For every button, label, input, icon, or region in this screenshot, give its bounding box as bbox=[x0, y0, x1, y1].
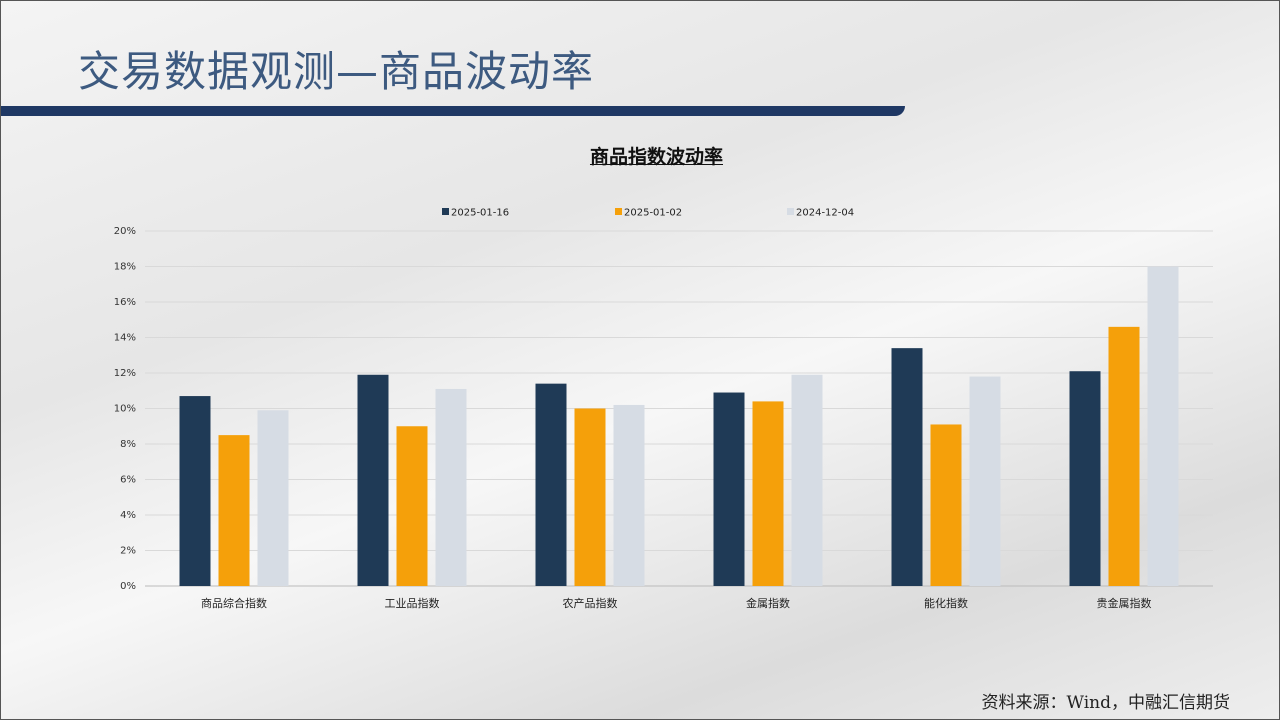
bar-2025-01-16 bbox=[713, 392, 745, 586]
bar-2025-01-16 bbox=[179, 396, 211, 586]
legend-label: 2024-12-04 bbox=[796, 208, 854, 219]
bar-2025-01-02 bbox=[396, 426, 428, 586]
x-tick-label: 商品综合指数 bbox=[201, 596, 267, 610]
y-tick-label: 0% bbox=[120, 581, 136, 592]
bar-2025-01-02 bbox=[574, 408, 606, 586]
x-tick-label: 农产品指数 bbox=[563, 596, 618, 610]
y-tick-label: 8% bbox=[120, 439, 136, 450]
legend-swatch bbox=[442, 208, 449, 215]
bar-2024-12-04 bbox=[613, 404, 645, 586]
bar-2024-12-04 bbox=[257, 410, 289, 586]
bar-2025-01-16 bbox=[891, 348, 923, 586]
bar-2024-12-04 bbox=[791, 374, 823, 586]
bar-2025-01-02 bbox=[218, 435, 250, 586]
bar-2025-01-02 bbox=[752, 401, 784, 586]
legend-swatch bbox=[615, 208, 622, 215]
page-title: 交易数据观测—商品波动率 bbox=[78, 47, 595, 96]
bar-2025-01-16 bbox=[1069, 371, 1101, 586]
y-tick-label: 16% bbox=[114, 297, 136, 308]
x-tick-label: 能化指数 bbox=[924, 596, 968, 610]
y-tick-label: 14% bbox=[114, 333, 136, 344]
y-tick-label: 12% bbox=[114, 368, 136, 379]
x-tick-label: 贵金属指数 bbox=[1097, 596, 1152, 610]
y-tick-label: 2% bbox=[120, 546, 136, 557]
bar-2024-12-04 bbox=[969, 376, 1001, 586]
legend-label: 2025-01-16 bbox=[451, 208, 509, 219]
bar-2025-01-16 bbox=[357, 374, 389, 586]
bar-2024-12-04 bbox=[1147, 266, 1179, 586]
y-tick-label: 6% bbox=[120, 475, 136, 486]
legend-label: 2025-01-02 bbox=[624, 208, 682, 219]
bar-2025-01-16 bbox=[535, 383, 567, 586]
x-tick-label: 金属指数 bbox=[746, 596, 790, 610]
legend-swatch bbox=[787, 208, 794, 215]
y-tick-label: 20% bbox=[114, 226, 136, 237]
y-tick-label: 18% bbox=[114, 262, 136, 273]
y-tick-label: 10% bbox=[114, 404, 136, 415]
y-tick-label: 4% bbox=[120, 510, 136, 521]
x-tick-label: 工业品指数 bbox=[385, 596, 440, 610]
bar-2025-01-02 bbox=[1108, 326, 1140, 586]
bar-2024-12-04 bbox=[435, 388, 467, 586]
source-note: 资料来源：Wind，中融汇信期货 bbox=[981, 693, 1230, 713]
title-underline-bar bbox=[0, 106, 905, 116]
chart-title: 商品指数波动率 bbox=[589, 146, 723, 168]
bar-2025-01-02 bbox=[930, 424, 962, 586]
